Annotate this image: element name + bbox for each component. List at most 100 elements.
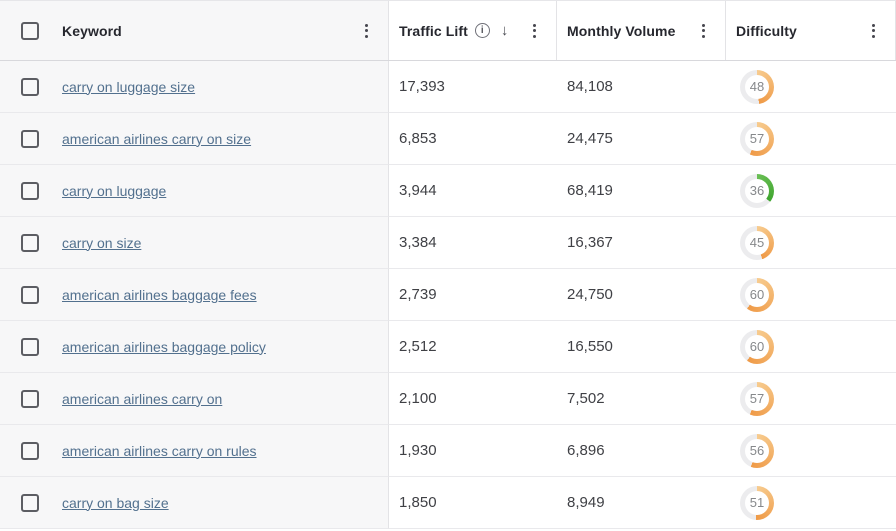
difficulty-gauge: 56: [740, 433, 774, 468]
row-checkbox[interactable]: [21, 77, 39, 96]
column-header-traffic-lift: Traffic Lift i ↓: [389, 1, 557, 60]
row-checkbox[interactable]: [21, 441, 39, 460]
table-row: american airlines carry on 2,100 7,502 5…: [0, 373, 896, 425]
difficulty-value: 56: [745, 438, 769, 463]
column-header-monthly-volume: Monthly Volume: [557, 1, 726, 60]
traffic-lift-value: 3,944: [399, 182, 437, 199]
traffic-lift-cell: 2,739: [389, 269, 557, 321]
monthly-volume-column-label[interactable]: Monthly Volume: [567, 22, 676, 39]
table-row: american airlines carry on rules 1,930 6…: [0, 425, 896, 477]
difficulty-cell: 60: [726, 269, 896, 321]
traffic-lift-cell: 2,100: [389, 373, 557, 425]
difficulty-column-label[interactable]: Difficulty: [736, 22, 797, 39]
difficulty-value: 57: [745, 126, 769, 151]
difficulty-cell: 51: [726, 477, 896, 529]
monthly-volume-cell: 24,750: [557, 269, 726, 321]
difficulty-cell: 56: [726, 425, 896, 477]
difficulty-cell: 57: [726, 373, 896, 425]
table-row: carry on luggage 3,944 68,419 36: [0, 165, 896, 217]
difficulty-value: 60: [745, 334, 769, 359]
keyword-link[interactable]: american airlines baggage policy: [62, 338, 266, 355]
difficulty-value: 48: [745, 74, 769, 99]
traffic-lift-cell: 1,930: [389, 425, 557, 477]
difficulty-cell: 45: [726, 217, 896, 269]
difficulty-cell: 36: [726, 165, 896, 217]
traffic-lift-value: 2,100: [399, 390, 437, 407]
monthly-volume-cell: 7,502: [557, 373, 726, 425]
traffic-lift-value: 1,850: [399, 494, 437, 511]
monthly-volume-value: 84,108: [567, 78, 613, 95]
traffic-lift-column-menu-icon[interactable]: [530, 21, 539, 41]
difficulty-column-menu-icon[interactable]: [869, 21, 878, 41]
traffic-lift-cell: 17,393: [389, 61, 557, 113]
info-icon[interactable]: i: [474, 23, 490, 38]
traffic-lift-cell: 3,384: [389, 217, 557, 269]
keyword-link[interactable]: american airlines baggage fees: [62, 286, 257, 303]
keyword-column-menu-icon[interactable]: [362, 21, 371, 41]
monthly-volume-cell: 16,550: [557, 321, 726, 373]
keyword-link[interactable]: carry on bag size: [62, 494, 169, 511]
keyword-link[interactable]: carry on size: [62, 234, 142, 251]
difficulty-cell: 60: [726, 321, 896, 373]
traffic-lift-value: 3,384: [399, 234, 437, 251]
table-row: american airlines baggage fees 2,739 24,…: [0, 269, 896, 321]
table-row: american airlines baggage policy 2,512 1…: [0, 321, 896, 373]
traffic-lift-value: 2,512: [399, 338, 437, 355]
keyword-cell: american airlines baggage fees: [0, 269, 389, 321]
row-checkbox[interactable]: [21, 129, 39, 148]
row-checkbox[interactable]: [21, 233, 39, 252]
keyword-link[interactable]: american airlines carry on rules: [62, 442, 257, 459]
keyword-link[interactable]: american airlines carry on: [62, 390, 223, 407]
monthly-volume-cell: 24,475: [557, 113, 726, 165]
table-body: carry on luggage size 17,393 84,108 48 a…: [0, 61, 896, 529]
keyword-cell: american airlines carry on size: [0, 113, 389, 165]
difficulty-gauge: 60: [740, 277, 774, 312]
keyword-link[interactable]: american airlines carry on size: [62, 130, 252, 147]
monthly-volume-cell: 6,896: [557, 425, 726, 477]
sort-descending-icon[interactable]: ↓: [500, 22, 509, 39]
table-row: american airlines carry on size 6,853 24…: [0, 113, 896, 165]
monthly-volume-value: 7,502: [567, 390, 605, 407]
column-header-difficulty: Difficulty: [726, 1, 896, 60]
monthly-volume-value: 6,896: [567, 442, 605, 459]
keyword-link[interactable]: carry on luggage: [62, 182, 167, 199]
traffic-lift-cell: 1,850: [389, 477, 557, 529]
monthly-volume-value: 16,367: [567, 234, 613, 251]
row-checkbox[interactable]: [21, 181, 39, 200]
select-all-checkbox[interactable]: [21, 21, 39, 40]
row-checkbox[interactable]: [21, 389, 39, 408]
row-checkbox[interactable]: [21, 337, 39, 356]
traffic-lift-cell: 2,512: [389, 321, 557, 373]
traffic-lift-cell: 3,944: [389, 165, 557, 217]
keyword-cell: carry on luggage: [0, 165, 389, 217]
traffic-lift-cell: 6,853: [389, 113, 557, 165]
monthly-volume-value: 24,475: [567, 130, 613, 147]
monthly-volume-value: 16,550: [567, 338, 613, 355]
keyword-cell: carry on luggage size: [0, 61, 389, 113]
traffic-lift-column-label[interactable]: Traffic Lift: [399, 22, 468, 39]
difficulty-gauge: 57: [740, 121, 774, 156]
keyword-column-label[interactable]: Keyword: [62, 22, 122, 39]
keyword-cell: american airlines carry on: [0, 373, 389, 425]
table-row: carry on luggage size 17,393 84,108 48: [0, 61, 896, 113]
row-checkbox[interactable]: [21, 493, 39, 512]
monthly-volume-value: 68,419: [567, 182, 613, 199]
monthly-volume-value: 8,949: [567, 494, 605, 511]
difficulty-gauge: 60: [740, 329, 774, 364]
keyword-cell: american airlines baggage policy: [0, 321, 389, 373]
difficulty-value: 45: [745, 230, 769, 255]
traffic-lift-value: 2,739: [399, 286, 437, 303]
row-checkbox[interactable]: [21, 285, 39, 304]
difficulty-gauge: 51: [740, 485, 774, 520]
difficulty-cell: 48: [726, 61, 896, 113]
keyword-cell: american airlines carry on rules: [0, 425, 389, 477]
keyword-link[interactable]: carry on luggage size: [62, 78, 196, 95]
difficulty-value: 36: [745, 178, 769, 203]
table-row: carry on bag size 1,850 8,949 51: [0, 477, 896, 529]
traffic-lift-value: 6,853: [399, 130, 437, 147]
traffic-lift-value: 1,930: [399, 442, 437, 459]
difficulty-value: 57: [745, 386, 769, 411]
monthly-volume-cell: 16,367: [557, 217, 726, 269]
monthly-volume-column-menu-icon[interactable]: [699, 21, 708, 41]
difficulty-gauge: 36: [740, 173, 774, 208]
